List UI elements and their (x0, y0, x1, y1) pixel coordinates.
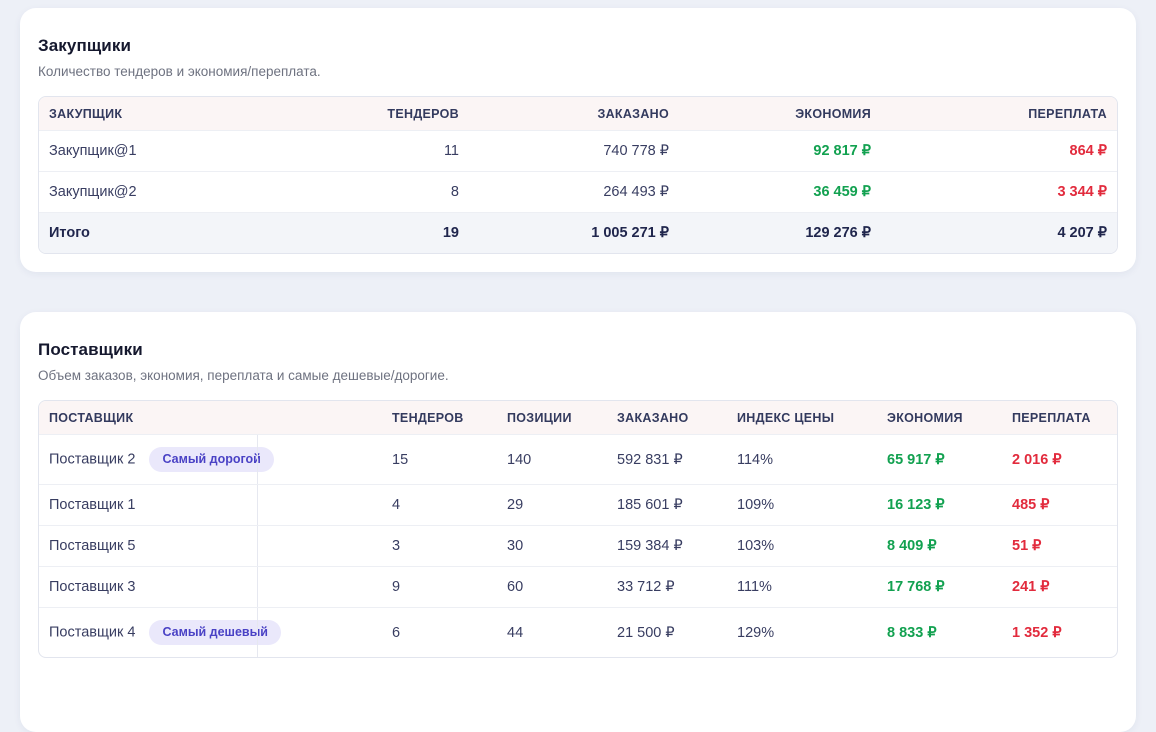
ordered-cell: 33 712 ₽ (607, 566, 727, 607)
total-overpay-cell: 4 207 ₽ (881, 212, 1117, 253)
total-ordered-cell: 1 005 271 ₽ (469, 212, 679, 253)
cheapest-badge: Самый дешевый (149, 620, 281, 645)
price-index-cell: 111% (727, 566, 877, 607)
table-row: Поставщик 1 4 29 185 601 ₽ 109% 16 123 ₽… (39, 484, 1117, 525)
overpay-cell: 2 016 ₽ (1002, 434, 1117, 484)
overpay-cell: 51 ₽ (1002, 525, 1117, 566)
buyers-title: Закупщики (38, 36, 131, 55)
most-expensive-badge: Самый дорогой (149, 447, 274, 472)
buyers-header-row: ЗАКУПЩИК ТЕНДЕРОВ ЗАКАЗАНО ЭКОНОМИЯ ПЕРЕ… (39, 97, 1117, 130)
column-header-buyer: ЗАКУПЩИК (39, 97, 339, 130)
positions-cell: 29 (497, 484, 607, 525)
total-row: Итого 19 1 005 271 ₽ 129 276 ₽ 4 207 ₽ (39, 212, 1117, 253)
table-row: Поставщик 4 Самый дешевый 6 44 21 500 ₽ 1… (39, 607, 1117, 657)
suppliers-title: Поставщики (38, 340, 143, 359)
supplier-name: Поставщик 1 (49, 497, 136, 513)
savings-cell: 36 459 ₽ (679, 171, 881, 212)
table-row: Поставщик 2 Самый дорогой 15 140 592 831 … (39, 434, 1117, 484)
column-header-supplier: ПОСТАВЩИК (39, 401, 382, 434)
suppliers-subtitle: Объем заказов, экономия, переплата и сам… (38, 368, 449, 383)
price-index-cell: 103% (727, 525, 877, 566)
positions-cell: 44 (497, 607, 607, 657)
ordered-cell: 185 601 ₽ (607, 484, 727, 525)
price-index-cell: 114% (727, 434, 877, 484)
column-header-ordered: ЗАКАЗАНО (469, 97, 679, 130)
column-header-overpay: ПЕРЕПЛАТА (1002, 401, 1117, 434)
buyers-card: Закупщики Количество тендеров и экономия… (20, 8, 1136, 272)
positions-cell: 30 (497, 525, 607, 566)
buyer-name-cell: Закупщик@1 (39, 130, 339, 171)
tenders-cell: 4 (382, 484, 497, 525)
ordered-cell: 159 384 ₽ (607, 525, 727, 566)
tenders-cell: 9 (382, 566, 497, 607)
suppliers-card: Поставщики Объем заказов, экономия, пере… (20, 312, 1136, 732)
supplier-name: Поставщик 3 (49, 579, 136, 595)
price-index-cell: 129% (727, 607, 877, 657)
column-header-savings: ЭКОНОМИЯ (679, 97, 881, 130)
ordered-cell: 21 500 ₽ (607, 607, 727, 657)
column-header-price-index: ИНДЕКС ЦЕНЫ (727, 401, 877, 434)
savings-cell: 8 409 ₽ (877, 525, 1002, 566)
ordered-cell: 740 778 ₽ (469, 130, 679, 171)
total-savings-cell: 129 276 ₽ (679, 212, 881, 253)
tenders-cell: 8 (339, 171, 469, 212)
positions-cell: 140 (497, 434, 607, 484)
table-row: Поставщик 3 9 60 33 712 ₽ 111% 17 768 ₽ … (39, 566, 1117, 607)
table-row: Поставщик 5 3 30 159 384 ₽ 103% 8 409 ₽ … (39, 525, 1117, 566)
tenders-cell: 6 (382, 607, 497, 657)
savings-cell: 16 123 ₽ (877, 484, 1002, 525)
buyers-table: ЗАКУПЩИК ТЕНДЕРОВ ЗАКАЗАНО ЭКОНОМИЯ ПЕРЕ… (38, 96, 1118, 254)
positions-cell: 60 (497, 566, 607, 607)
supplier-name: Поставщик 4 (49, 624, 136, 641)
overpay-cell: 3 344 ₽ (881, 171, 1117, 212)
supplier-name-cell: Поставщик 1 (39, 484, 382, 525)
table-row: Закупщик@2 8 264 493 ₽ 36 459 ₽ 3 344 ₽ (39, 171, 1117, 212)
tenders-cell: 15 (382, 434, 497, 484)
column-header-overpay: ПЕРЕПЛАТА (881, 97, 1117, 130)
total-label-cell: Итого (39, 212, 339, 253)
total-tenders-cell: 19 (339, 212, 469, 253)
suppliers-header-row: ПОСТАВЩИК ТЕНДЕРОВ ПОЗИЦИИ ЗАКАЗАНО ИНДЕ… (39, 401, 1117, 434)
savings-cell: 92 817 ₽ (679, 130, 881, 171)
savings-cell: 17 768 ₽ (877, 566, 1002, 607)
supplier-name-cell: Поставщик 4 Самый дешевый (39, 607, 382, 657)
column-header-tenders: ТЕНДЕРОВ (339, 97, 469, 130)
overpay-cell: 864 ₽ (881, 130, 1117, 171)
buyers-subtitle: Количество тендеров и экономия/переплата… (38, 64, 321, 79)
supplier-name-cell: Поставщик 2 Самый дорогой (39, 434, 382, 484)
supplier-name-cell: Поставщик 3 (39, 566, 382, 607)
ordered-cell: 592 831 ₽ (607, 434, 727, 484)
table-row: Закупщик@1 11 740 778 ₽ 92 817 ₽ 864 ₽ (39, 130, 1117, 171)
overpay-cell: 241 ₽ (1002, 566, 1117, 607)
overpay-cell: 1 352 ₽ (1002, 607, 1117, 657)
supplier-name: Поставщик 2 (49, 451, 136, 468)
savings-cell: 65 917 ₽ (877, 434, 1002, 484)
overpay-cell: 485 ₽ (1002, 484, 1117, 525)
column-header-ordered: ЗАКАЗАНО (607, 401, 727, 434)
ordered-cell: 264 493 ₽ (469, 171, 679, 212)
price-index-cell: 109% (727, 484, 877, 525)
supplier-name: Поставщик 5 (49, 538, 136, 554)
suppliers-table: ПОСТАВЩИК ТЕНДЕРОВ ПОЗИЦИИ ЗАКАЗАНО ИНДЕ… (38, 400, 1118, 658)
savings-cell: 8 833 ₽ (877, 607, 1002, 657)
tenders-cell: 11 (339, 130, 469, 171)
tenders-cell: 3 (382, 525, 497, 566)
supplier-name-cell: Поставщик 5 (39, 525, 382, 566)
buyer-name-cell: Закупщик@2 (39, 171, 339, 212)
column-header-savings: ЭКОНОМИЯ (877, 401, 1002, 434)
column-header-tenders: ТЕНДЕРОВ (382, 401, 497, 434)
column-header-positions: ПОЗИЦИИ (497, 401, 607, 434)
